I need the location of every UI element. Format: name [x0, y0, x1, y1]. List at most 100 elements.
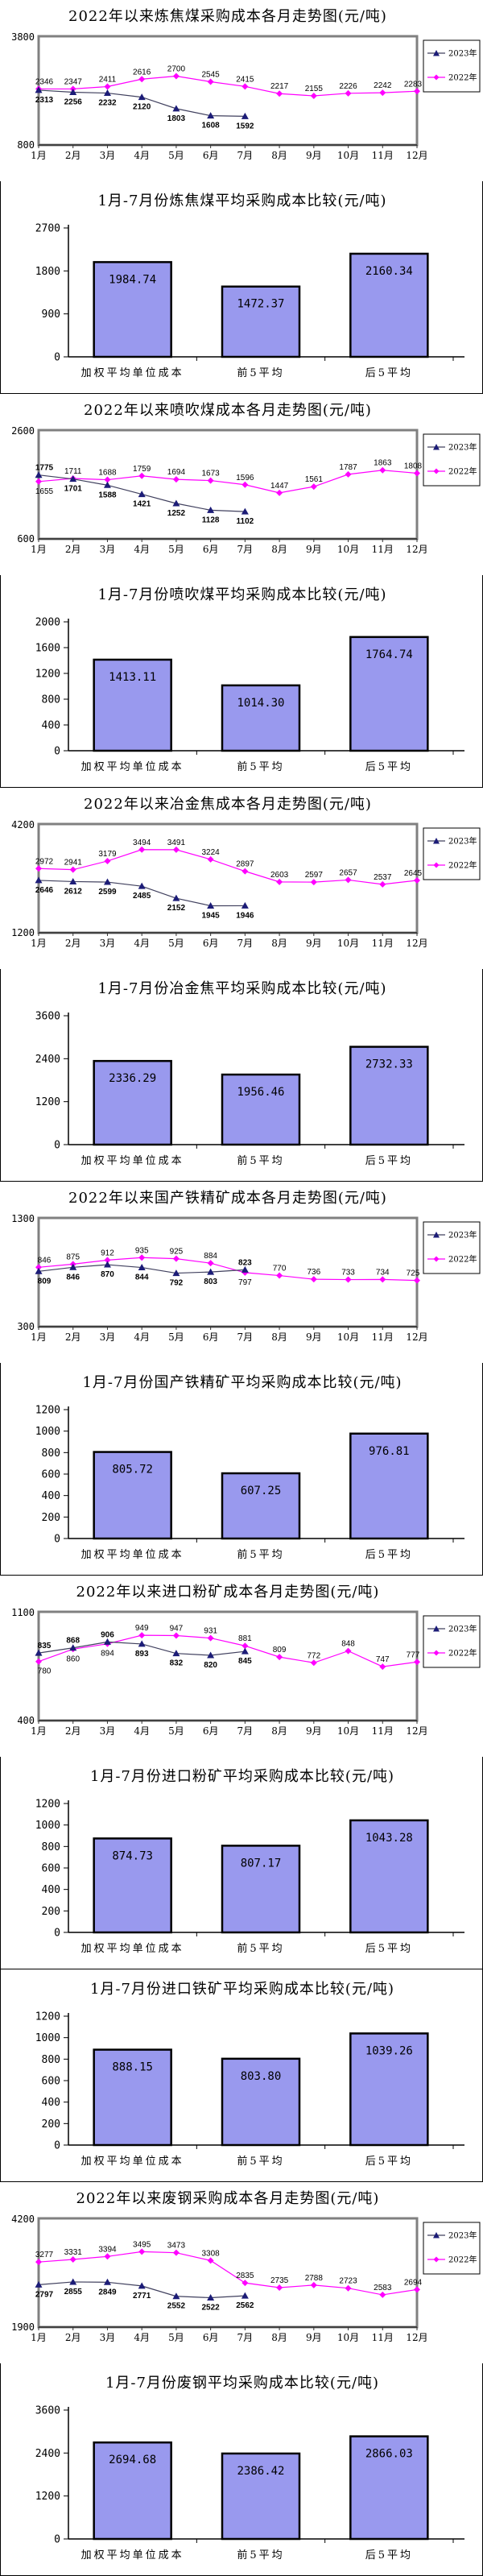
x-tick-label: 3月 [100, 150, 116, 161]
data-label-2022: 931 [204, 1627, 217, 1636]
bar-category-label: 加权平均单位成本 [81, 1154, 184, 1167]
data-label-2023: 870 [101, 1270, 114, 1279]
bar-value-label: 2160.34 [365, 265, 413, 278]
data-label-2023: 832 [170, 1659, 184, 1668]
x-tick-label: 12月 [406, 150, 427, 161]
y-tick-label: 0 [54, 1534, 60, 1546]
data-label-2023: 1803 [167, 114, 186, 123]
x-tick-label: 12月 [406, 938, 427, 949]
data-point-2022 [414, 88, 420, 95]
coking-coal-compare-chart: 1月-7月份炼焦煤平均采购成本比较(元/吨) 0 900 1800 2700 1984.7… [35, 193, 464, 379]
y-axis: 0 200 400 600 800 1000 1200 [35, 2011, 68, 2152]
x-tick-label: 6月 [203, 150, 219, 161]
data-point-2022 [104, 2253, 111, 2260]
data-point-2022 [276, 878, 283, 885]
x-tick-label: 8月 [271, 2332, 287, 2343]
x-tick-label: 11月 [372, 2332, 394, 2343]
bar-last5-avg [349, 636, 429, 752]
x-axis: 1月 2月 3月 4月 5月 6月 7月 8月 9月 10月 11月 12月 [31, 1327, 428, 1343]
x-tick-label: 1月 [31, 1331, 47, 1343]
x-tick-label: 12月 [406, 544, 427, 555]
data-point-2023 [138, 1640, 146, 1647]
data-label-2022: 3179 [98, 850, 117, 859]
data-point-2022 [310, 1659, 317, 1667]
data-label-2022: 3394 [98, 2245, 117, 2254]
data-label-2023: 803 [204, 1278, 217, 1286]
data-label-2022: 860 [66, 1655, 80, 1663]
y-axis-max-label: 4200 [11, 819, 35, 830]
x-tick-label: 3月 [100, 1725, 116, 1737]
data-label-2022: 780 [38, 1667, 52, 1676]
legend-marker-2022 [433, 2256, 440, 2263]
data-point-2022 [345, 876, 352, 884]
data-label-2023: 2522 [202, 2303, 221, 2312]
data-label-2022: 2537 [374, 873, 392, 882]
bar-category-label: 后5平均 [365, 1155, 413, 1167]
bar-weighted-avg [93, 1059, 172, 1146]
data-label-2022: 2972 [35, 857, 54, 866]
bar-last5-avg [349, 1046, 429, 1146]
data-point-2023 [69, 2278, 77, 2285]
bar-category-label: 前5平均 [237, 367, 284, 379]
legend-box: 2023年 2022年 [423, 433, 481, 487]
legend-label-2023: 2023年 [448, 836, 477, 847]
legend-marker-2023 [433, 1232, 440, 1238]
data-point-2022 [310, 1276, 317, 1283]
x-tick-label: 1月 [31, 544, 47, 555]
bar-weighted-avg [93, 658, 172, 752]
data-label-2023: 2771 [133, 2292, 151, 2301]
data-point-2023 [172, 1650, 180, 1657]
bar-first5-avg [221, 1073, 301, 1146]
x-tick-label: 4月 [134, 544, 150, 555]
x-tick-label: 7月 [237, 544, 254, 555]
y-tick-label: 0 [54, 2140, 60, 2152]
data-label-2023: 2552 [167, 2302, 186, 2311]
data-label-2022: 935 [135, 1246, 149, 1255]
legend-marker-2022 [433, 74, 440, 81]
data-point-2023 [207, 112, 215, 119]
bar-value-label: 1764.74 [365, 648, 413, 661]
data-label-2022: 809 [273, 1646, 287, 1655]
legend-label-2023: 2023年 [448, 48, 477, 59]
y-axis: 0 1200 2400 3600 [35, 2405, 68, 2546]
data-label-2022: 2616 [133, 68, 151, 77]
bar-last5-avg [349, 252, 429, 358]
y-axis-min-label: 800 [17, 139, 35, 151]
bar-weighted-avg [93, 1451, 172, 1540]
data-point-2022 [138, 1632, 146, 1639]
x-tick-label: 9月 [306, 2332, 322, 2343]
x-tick-label: 5月 [168, 150, 184, 161]
x-tick-label: 10月 [337, 544, 359, 555]
y-tick-label: 1000 [35, 1820, 60, 1832]
data-point-2022 [138, 2248, 146, 2255]
data-point-2023 [207, 1268, 215, 1275]
plot-area [37, 1216, 419, 1328]
bar-value-label: 2694.68 [109, 2454, 156, 2466]
bar-category-label: 前5平均 [237, 1548, 284, 1561]
data-point-2023 [103, 1261, 111, 1268]
data-label-2023: 2485 [133, 892, 151, 901]
met-coke-compare-chart: 1月-7月份冶金焦平均采购成本比较(元/吨) 0 1200 2400 3600 2336.… [35, 980, 464, 1167]
series-2023: 2313 2256 2232 2120 1803 1608 1592 [35, 86, 254, 130]
data-point-2023 [138, 491, 146, 498]
y-tick-label: 0 [54, 1140, 60, 1152]
x-tick-label: 7月 [237, 150, 254, 161]
met-coke-compare-section: 1月-7月份冶金焦平均采购成本比较(元/吨) 0 1200 2400 3600 2336.… [0, 969, 483, 1182]
bar-first5-avg [221, 285, 301, 358]
y-tick-label: 400 [42, 1490, 60, 1502]
data-label-2023: 1128 [202, 516, 220, 524]
legend-marker-2022 [433, 862, 440, 868]
x-tick-label: 12月 [406, 1331, 427, 1343]
data-label-2022: 875 [66, 1253, 80, 1261]
data-point-2023 [35, 1649, 43, 1656]
y-tick-label: 2700 [35, 223, 60, 235]
data-point-2022 [310, 879, 317, 886]
x-tick-label: 6月 [203, 2332, 219, 2343]
data-label-2022: 2217 [270, 82, 289, 91]
data-point-2022 [242, 83, 249, 90]
x-tick-label: 4月 [134, 2332, 150, 2343]
data-point-2023 [241, 2292, 249, 2299]
data-label-2022: 3473 [167, 2242, 186, 2251]
x-tick-label: 9月 [306, 150, 322, 161]
